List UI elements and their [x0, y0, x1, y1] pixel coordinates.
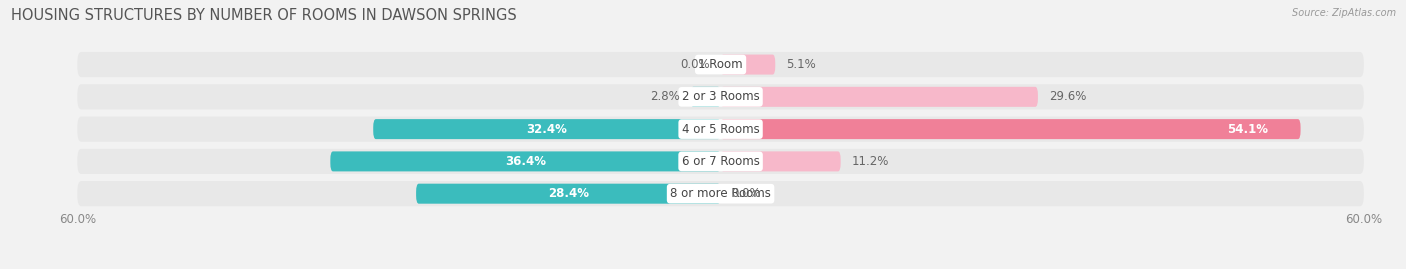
Text: 0.0%: 0.0% [681, 58, 710, 71]
FancyBboxPatch shape [330, 151, 721, 171]
Text: 0.0%: 0.0% [731, 187, 761, 200]
Text: 6 or 7 Rooms: 6 or 7 Rooms [682, 155, 759, 168]
Text: Source: ZipAtlas.com: Source: ZipAtlas.com [1292, 8, 1396, 18]
FancyBboxPatch shape [690, 87, 721, 107]
FancyBboxPatch shape [77, 52, 1364, 77]
FancyBboxPatch shape [416, 184, 721, 204]
Text: 11.2%: 11.2% [852, 155, 889, 168]
Text: 5.1%: 5.1% [786, 58, 815, 71]
FancyBboxPatch shape [77, 149, 1364, 174]
FancyBboxPatch shape [721, 151, 841, 171]
Text: 2 or 3 Rooms: 2 or 3 Rooms [682, 90, 759, 103]
Text: 4 or 5 Rooms: 4 or 5 Rooms [682, 123, 759, 136]
FancyBboxPatch shape [77, 181, 1364, 206]
FancyBboxPatch shape [373, 119, 721, 139]
FancyBboxPatch shape [721, 55, 775, 75]
Text: 8 or more Rooms: 8 or more Rooms [671, 187, 770, 200]
FancyBboxPatch shape [77, 116, 1364, 142]
Text: 29.6%: 29.6% [1049, 90, 1085, 103]
Text: 36.4%: 36.4% [505, 155, 546, 168]
Text: HOUSING STRUCTURES BY NUMBER OF ROOMS IN DAWSON SPRINGS: HOUSING STRUCTURES BY NUMBER OF ROOMS IN… [11, 8, 517, 23]
Text: 2.8%: 2.8% [650, 90, 681, 103]
Legend: Owner-occupied, Renter-occupied: Owner-occupied, Renter-occupied [593, 266, 848, 269]
Text: 32.4%: 32.4% [526, 123, 568, 136]
FancyBboxPatch shape [721, 119, 1301, 139]
FancyBboxPatch shape [721, 87, 1038, 107]
Text: 28.4%: 28.4% [548, 187, 589, 200]
Text: 1 Room: 1 Room [699, 58, 742, 71]
FancyBboxPatch shape [77, 84, 1364, 109]
Text: 54.1%: 54.1% [1227, 123, 1268, 136]
